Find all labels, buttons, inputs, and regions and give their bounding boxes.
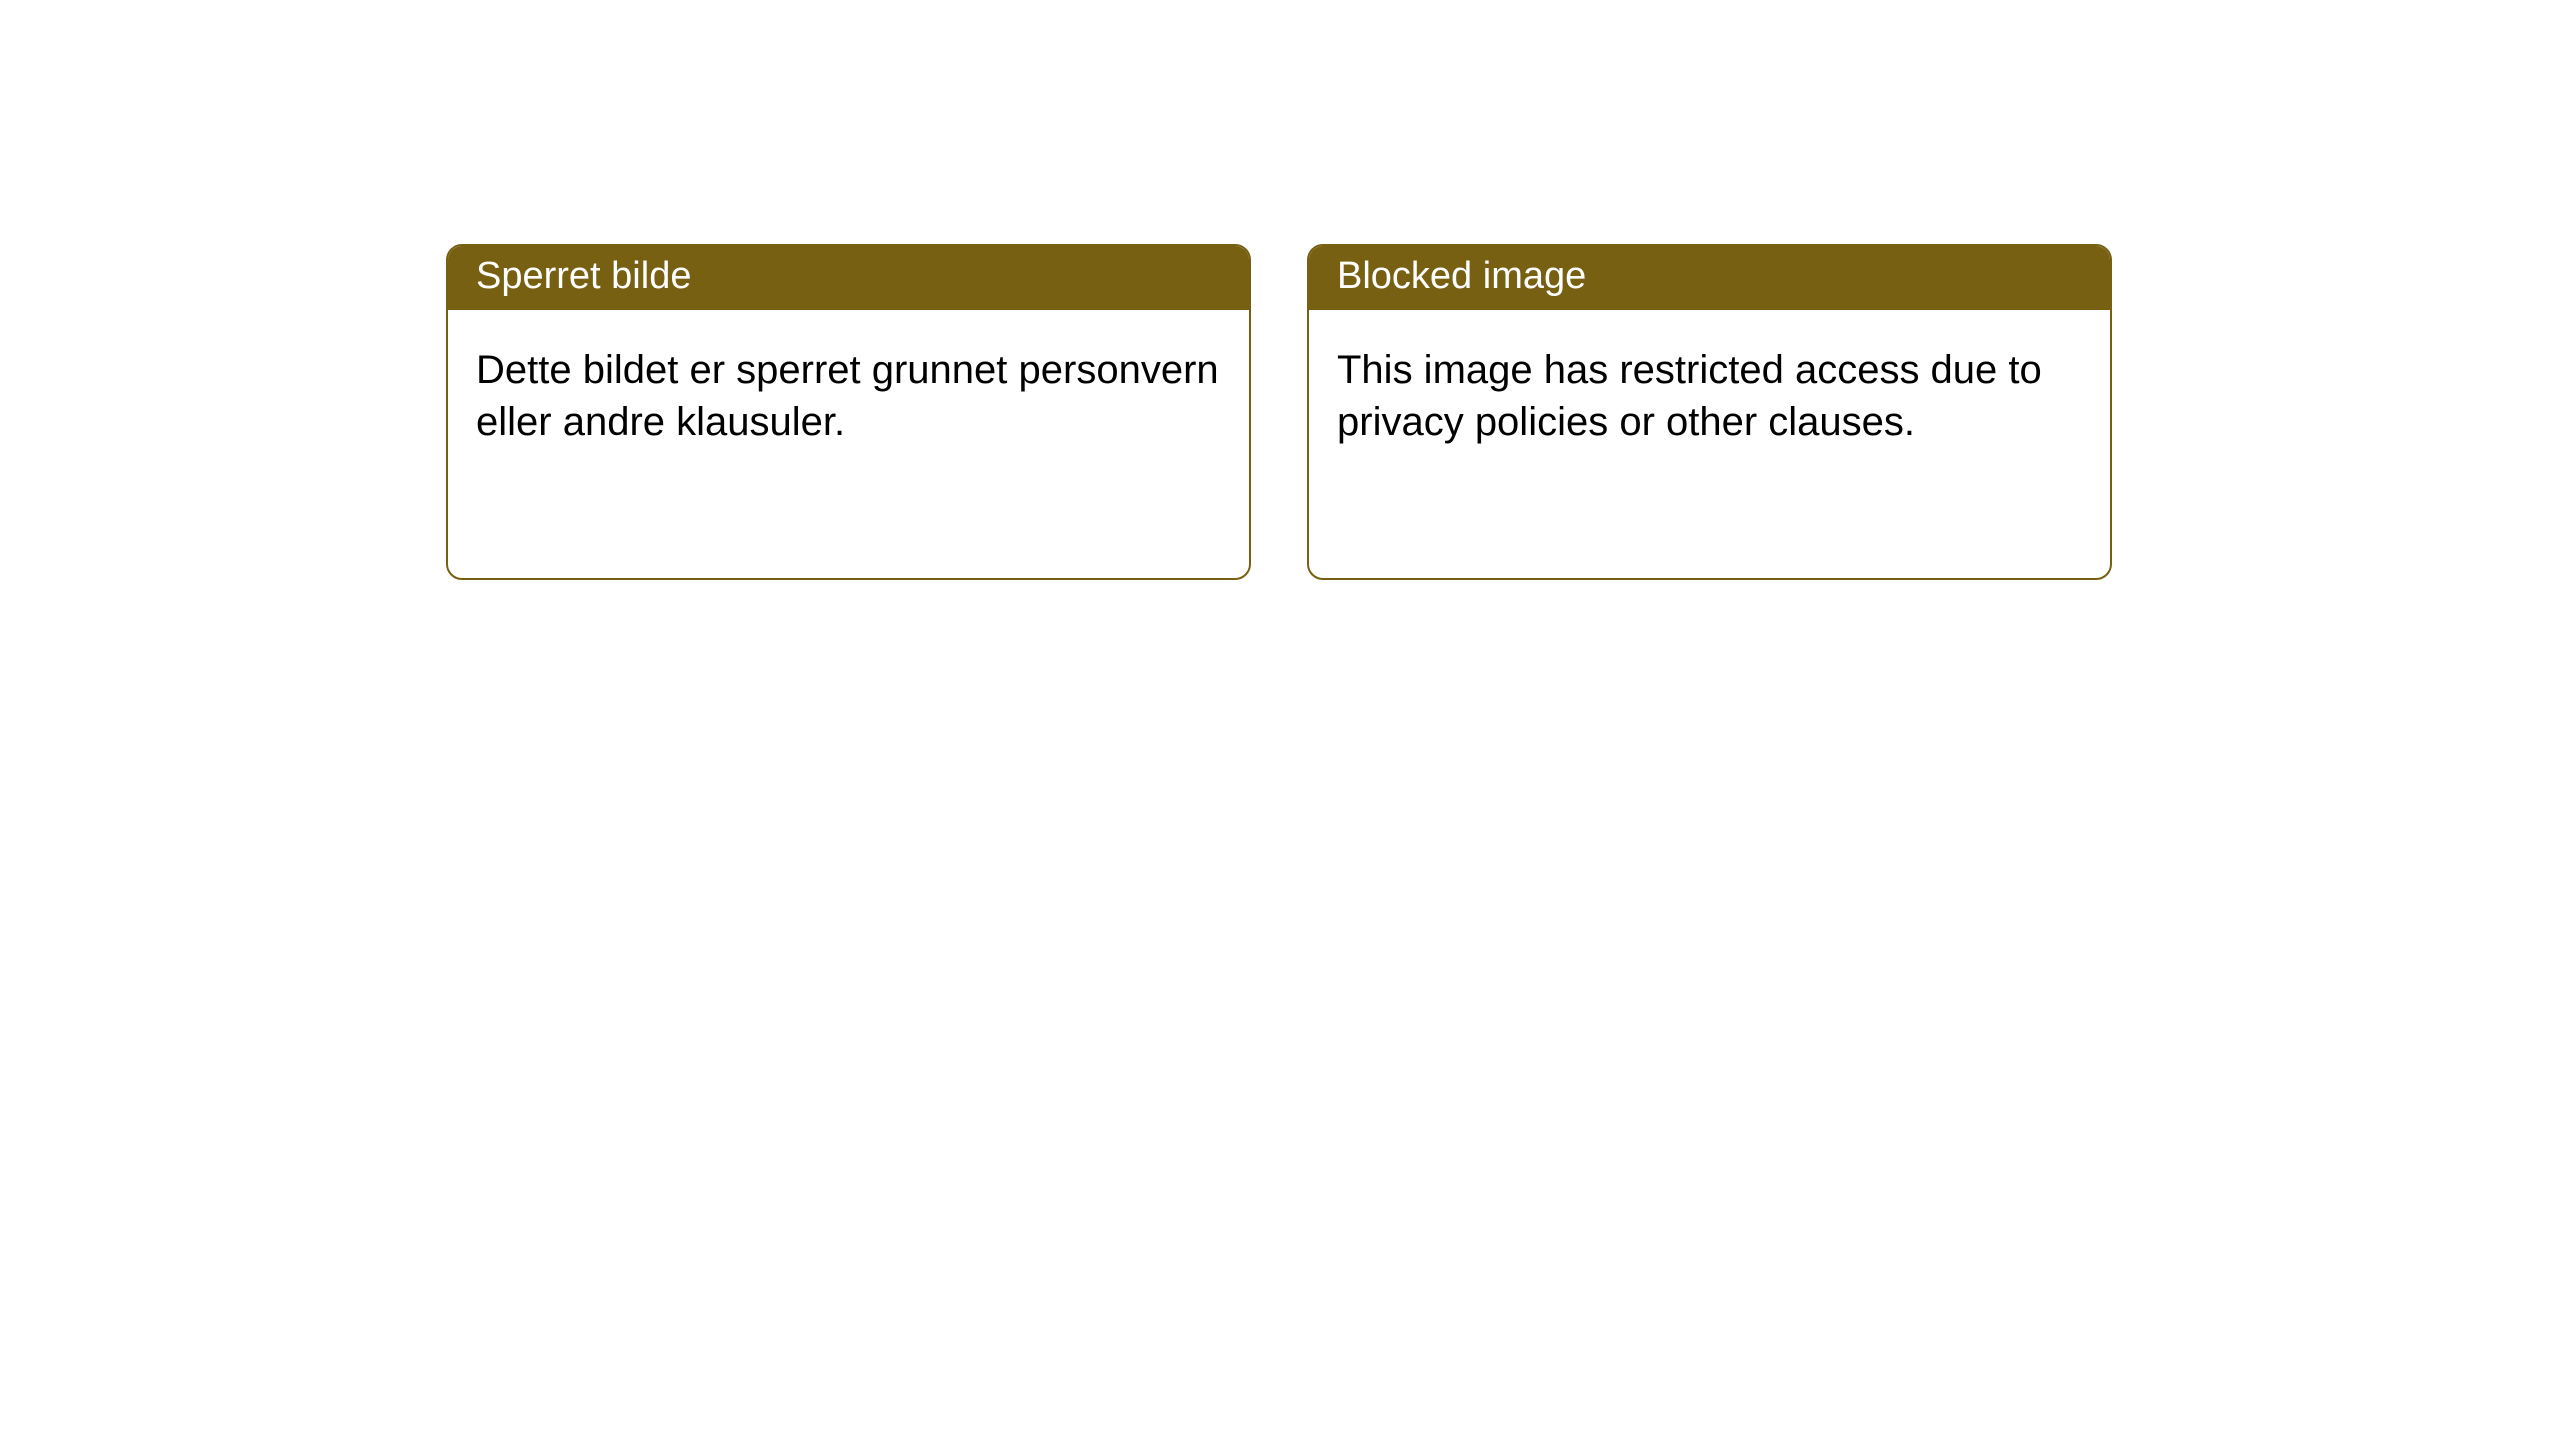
- card-header: Sperret bilde: [448, 246, 1249, 310]
- card-body-text: This image has restricted access due to …: [1337, 348, 2042, 444]
- card-body: Dette bildet er sperret grunnet personve…: [448, 310, 1249, 476]
- card-title: Sperret bilde: [476, 255, 691, 297]
- notice-card-norwegian: Sperret bilde Dette bildet er sperret gr…: [446, 244, 1251, 580]
- card-title: Blocked image: [1337, 255, 1586, 297]
- notice-cards-container: Sperret bilde Dette bildet er sperret gr…: [0, 0, 2560, 580]
- notice-card-english: Blocked image This image has restricted …: [1307, 244, 2112, 580]
- card-header: Blocked image: [1309, 246, 2110, 310]
- card-body: This image has restricted access due to …: [1309, 310, 2110, 476]
- card-body-text: Dette bildet er sperret grunnet personve…: [476, 348, 1219, 444]
